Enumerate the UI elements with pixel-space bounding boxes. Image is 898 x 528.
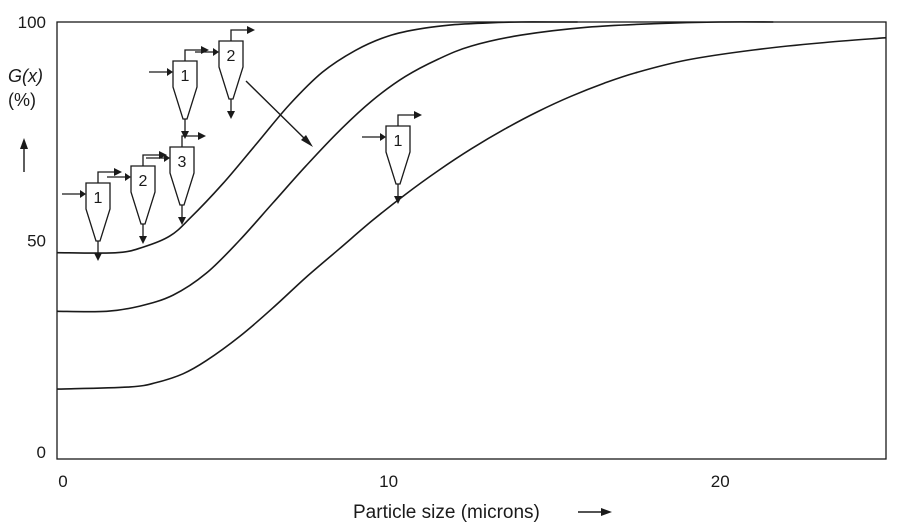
x-axis-label: Particle size (microns)	[353, 502, 540, 523]
cyclone-annotations: 1 2 3 1 2 1	[62, 26, 422, 261]
transition-arrow-icon	[245, 80, 313, 147]
y-tick-label: 0	[37, 443, 46, 462]
cyclone-label: 2	[139, 173, 148, 190]
cyclone-icon: 1	[62, 168, 122, 261]
cyclone-icon: 3	[146, 132, 206, 225]
y-axis-unit: (%)	[8, 90, 36, 110]
series-line	[56, 21, 774, 313]
cyclone-label: 1	[94, 190, 103, 207]
cyclone-icon: 1	[149, 46, 209, 139]
y-axis-arrow-icon	[20, 138, 28, 172]
cyclone-label: 2	[227, 48, 236, 65]
y-tick-label: 50	[27, 232, 46, 251]
cyclone-icon: 2	[107, 151, 167, 244]
y-axis-label: G(x)	[8, 66, 43, 86]
cyclone-label: 1	[394, 133, 403, 150]
curves	[56, 21, 887, 390]
y-axis-ticks: 0 50 100	[18, 13, 46, 462]
y-tick-label: 100	[18, 13, 46, 32]
series-line	[56, 36, 887, 390]
x-tick-label: 0	[58, 472, 67, 491]
x-tick-label: 10	[379, 472, 398, 491]
cyclone-label: 1	[181, 68, 190, 85]
x-axis-ticks: 0 10 20	[58, 472, 729, 491]
x-axis-arrow-icon	[578, 508, 612, 516]
cyclone-icon: 2	[195, 26, 255, 119]
cyclone-icon: 1	[362, 111, 422, 204]
cyclone-label: 3	[178, 154, 187, 171]
series-line	[56, 21, 578, 254]
x-tick-label: 20	[711, 472, 730, 491]
plot-frame	[56, 21, 887, 460]
